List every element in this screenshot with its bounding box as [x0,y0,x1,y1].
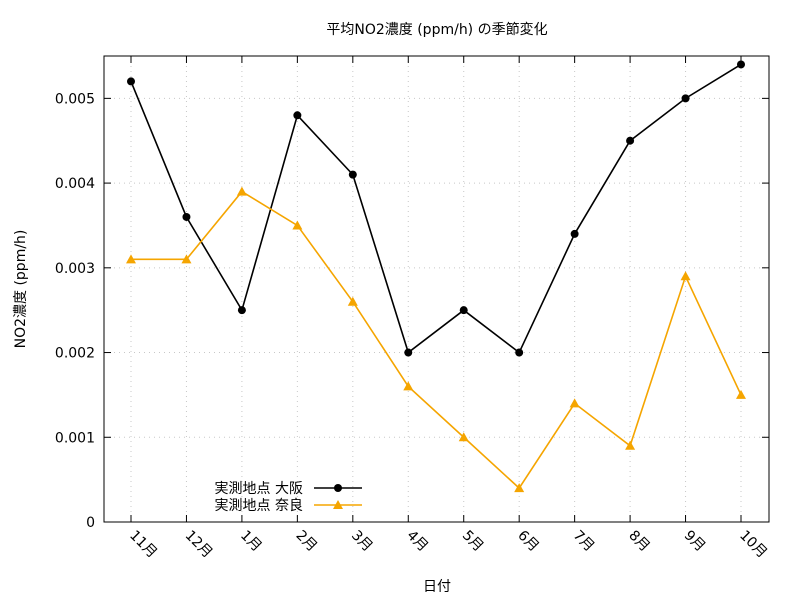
data-point [626,136,635,145]
x-tick-label: 1月 [237,528,265,556]
data-point [736,389,746,399]
data-point [236,186,247,196]
series-line [131,190,742,490]
plot-frame [103,55,770,523]
data-point [737,60,745,69]
data-point [404,348,413,357]
chart-title: 平均NO2濃度 (ppm/h) の季節変化 [326,21,547,38]
data-point [625,440,636,450]
legend-label: 実測地点 大阪 [215,481,303,497]
data-point [348,170,357,179]
y-axis: 0 0.001 0.002 0.003 0.004 0.005 [55,91,769,531]
data-point [293,111,302,120]
data-point [127,77,135,86]
x-tick-label: 9月 [681,528,709,556]
data-point [126,254,136,264]
grid [104,56,769,522]
data-point [459,306,468,315]
data-point [680,271,691,281]
data-point [292,220,303,230]
y-tick-label: 0.005 [55,91,95,107]
series-line [130,63,742,354]
x-tick-label: 3月 [348,528,376,556]
legend-label: 実測地点 奈良 [215,498,303,514]
plot-series [126,60,746,493]
data-point [681,94,690,103]
x-tick-label: 8月 [625,528,653,556]
data-point [334,484,342,492]
data-point [569,398,580,408]
data-point [182,212,191,221]
series-2 [126,186,746,493]
data-point [333,500,343,509]
y-tick-label: 0.004 [55,176,95,192]
data-point [458,432,469,442]
y-tick-label: 0.003 [55,261,95,277]
x-tick-label: 10月 [736,528,770,562]
x-tick-label: 6月 [514,528,542,556]
x-tick-label: 11月 [126,528,160,562]
x-tick-label: 5月 [459,528,487,556]
data-point [347,296,358,306]
x-tick-label: 7月 [570,528,598,556]
data-point [181,254,192,264]
y-axis-label: NO2濃度 (ppm/h) [13,230,29,349]
y-tick-label: 0 [86,515,95,531]
data-point [514,483,525,493]
x-tick-label: 4月 [403,528,431,556]
data-point [570,229,579,238]
x-tick-label: 2月 [293,528,321,556]
x-axis-label: 日付 [423,579,451,595]
y-tick-label: 0.001 [55,430,95,446]
x-tick-label: 12月 [182,528,216,562]
data-point [237,306,246,315]
series-1 [127,60,745,357]
data-point [403,381,414,391]
data-point [515,348,524,357]
y-tick-label: 0.002 [55,346,95,362]
